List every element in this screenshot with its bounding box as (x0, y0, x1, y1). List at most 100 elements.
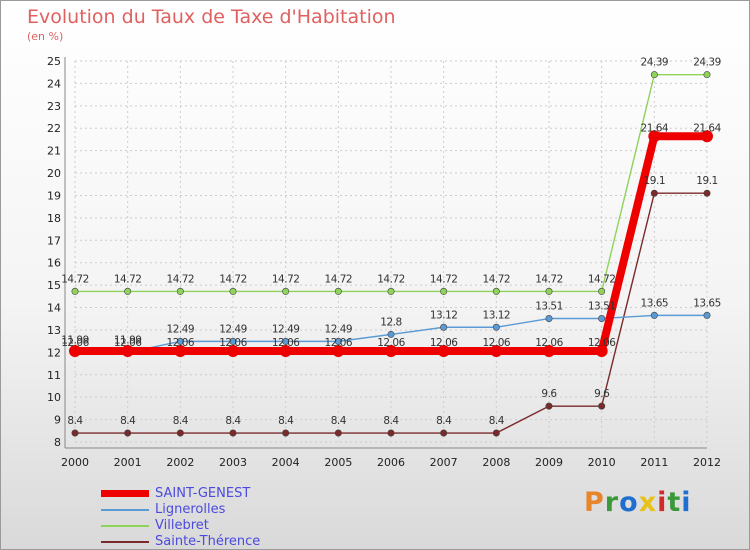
data-point-2 (71, 287, 79, 295)
data-point-2 (703, 71, 711, 79)
x-tick-label: 2006 (377, 456, 405, 469)
data-label-2: 14.72 (588, 273, 616, 285)
data-label-2: 14.72 (167, 273, 195, 285)
data-label-2: 14.72 (61, 273, 89, 285)
data-point-3 (492, 429, 500, 437)
logo-letter: i (657, 487, 668, 518)
data-point-3 (598, 402, 606, 410)
data-point-0 (332, 345, 345, 358)
data-label-3: 8.4 (120, 415, 136, 427)
data-label-3: 8.4 (67, 415, 83, 427)
data-label-1: 13.51 (535, 301, 563, 313)
data-point-1 (229, 337, 237, 345)
data-label-0: 12.06 (430, 337, 458, 349)
data-label-1: 13.51 (588, 301, 616, 313)
data-point-3 (229, 429, 237, 437)
data-label-3: 19.1 (696, 175, 717, 187)
data-label-3: 8.4 (436, 415, 452, 427)
data-point-0 (69, 345, 81, 358)
y-tick-label: 10 (47, 391, 61, 404)
data-label-0: 12.06 (483, 337, 511, 349)
x-tick-label: 2002 (166, 456, 194, 469)
data-point-2 (282, 287, 290, 295)
data-label-3: 9.6 (541, 388, 557, 400)
data-label-2: 14.72 (219, 273, 247, 285)
data-label-3: 8.4 (331, 415, 347, 427)
data-label-0: 12.06 (535, 337, 563, 349)
data-point-0 (437, 345, 450, 358)
data-point-1 (440, 323, 448, 331)
data-point-0 (121, 345, 134, 358)
logo-letter: x (638, 487, 658, 518)
x-tick-label: 2010 (588, 456, 616, 469)
data-point-3 (334, 429, 342, 437)
data-label-1: 13.65 (641, 297, 669, 309)
data-point-3 (176, 429, 184, 437)
data-label-1: 11.99 (114, 335, 142, 347)
legend-swatch-sainte-therence (101, 541, 149, 543)
data-label-2: 24.39 (693, 57, 721, 69)
x-tick-label: 2005 (324, 456, 352, 469)
data-point-1 (387, 330, 395, 338)
data-label-2: 14.72 (114, 273, 142, 285)
x-tick-label: 2007 (430, 456, 458, 469)
data-label-2: 14.72 (377, 273, 405, 285)
data-label-1: 12.49 (272, 323, 300, 335)
y-tick-label: 15 (47, 279, 61, 292)
data-label-2: 24.39 (641, 57, 669, 69)
data-point-2 (492, 287, 500, 295)
chart-title: Evolution du Taux de Taxe d'Habitation (27, 6, 396, 28)
legend-swatch-lignerolles (101, 509, 149, 511)
y-tick-label: 14 (47, 302, 61, 315)
logo-letter: o (619, 487, 639, 518)
data-point-2 (176, 287, 184, 295)
data-point-3 (387, 429, 395, 437)
y-tick-label: 21 (47, 145, 61, 158)
data-label-1: 12.8 (380, 316, 401, 328)
y-tick-label: 16 (47, 257, 61, 270)
data-label-0: 12.06 (325, 337, 353, 349)
data-point-1 (650, 311, 658, 319)
data-point-2 (229, 287, 237, 295)
data-point-2 (650, 71, 658, 79)
data-label-0: 12.06 (219, 337, 247, 349)
y-tick-label: 20 (47, 167, 61, 180)
data-label-1: 12.49 (325, 323, 353, 335)
data-label-1: 12.49 (219, 323, 247, 335)
data-label-1: 12.49 (167, 323, 195, 335)
data-label-2: 14.72 (325, 273, 353, 285)
data-label-0: 21.64 (693, 122, 721, 134)
data-point-1 (334, 337, 342, 345)
data-label-0: 12.06 (377, 337, 405, 349)
data-label-3: 8.4 (489, 415, 505, 427)
x-tick-label: 2004 (272, 456, 300, 469)
data-point-3 (440, 429, 448, 437)
data-point-3 (71, 429, 79, 437)
x-tick-label: 2009 (535, 456, 563, 469)
data-point-0 (543, 345, 555, 358)
y-tick-label: 22 (47, 122, 61, 135)
y-tick-label: 9 (54, 414, 61, 427)
logo-letter: r (604, 487, 620, 518)
x-tick-label: 2000 (61, 456, 89, 469)
x-tick-label: 2008 (482, 456, 510, 469)
data-label-0: 12.06 (167, 337, 195, 349)
data-label-0: 12.06 (114, 337, 142, 349)
data-label-3: 8.4 (173, 415, 189, 427)
logo-letter: t (667, 487, 682, 518)
legend-swatch-villebret (101, 525, 149, 527)
unit-label: (en %) (27, 30, 64, 43)
data-point-0 (174, 345, 187, 358)
data-point-2 (387, 287, 395, 295)
data-label-0: 12.06 (61, 337, 89, 349)
x-tick-label: 2001 (114, 456, 142, 469)
data-point-0 (595, 345, 608, 358)
data-label-0: 12.06 (588, 337, 616, 349)
data-point-3 (124, 429, 132, 437)
y-tick-label: 19 (47, 189, 61, 202)
data-point-1 (492, 323, 500, 331)
data-point-0 (701, 130, 713, 143)
y-tick-label: 23 (47, 100, 61, 113)
